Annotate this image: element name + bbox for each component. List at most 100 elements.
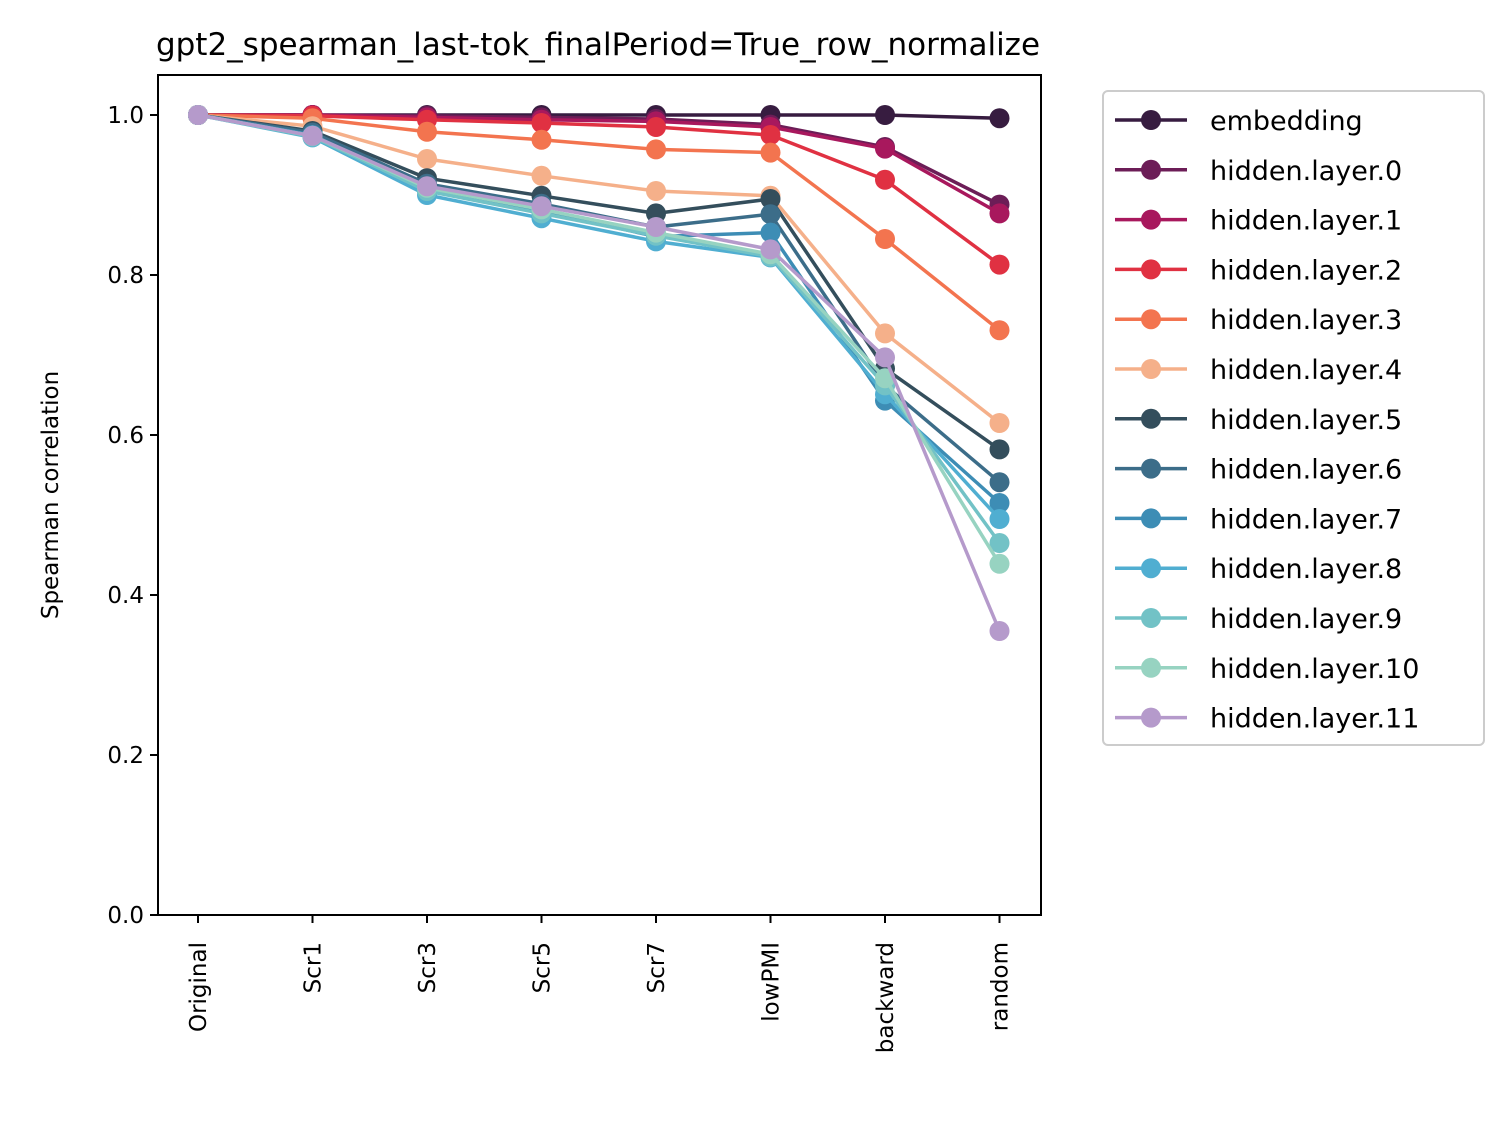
- data-point: [989, 533, 1010, 553]
- data-point: [646, 181, 666, 201]
- legend-entry: hidden.layer.2: [1115, 255, 1402, 286]
- legend-label: hidden.layer.7: [1210, 504, 1402, 535]
- legend-entry: hidden.layer.6: [1115, 455, 1402, 486]
- y-tick-label: 0.0: [107, 903, 144, 929]
- legend-entry: hidden.layer.11: [1115, 704, 1419, 735]
- legend-entry: hidden.layer.8: [1115, 554, 1402, 585]
- legend-label: hidden.layer.9: [1210, 604, 1402, 635]
- legend-marker: [1141, 508, 1161, 529]
- legend-label: hidden.layer.10: [1210, 654, 1419, 685]
- data-point: [875, 347, 895, 368]
- data-point: [989, 621, 1010, 641]
- data-point: [646, 217, 666, 237]
- x-tick-label: lowPMI: [759, 942, 785, 1022]
- series-hidden-layer-7: [188, 105, 1010, 513]
- legend-entry: hidden.layer.3: [1115, 305, 1402, 336]
- legend-entry: hidden.layer.1: [1115, 206, 1402, 237]
- legend-entry: hidden.layer.0: [1115, 156, 1402, 187]
- data-point: [875, 105, 895, 125]
- data-point: [760, 125, 781, 145]
- x-axis: Original Scr1 Scr3 Scr5 Scr7 lowPMI backward ra…: [186, 915, 1014, 1053]
- legend-marker: [1141, 707, 1161, 728]
- data-point: [531, 113, 552, 133]
- legend: embedding hidden.layer.0 hidden.layer.1 hid…: [1102, 90, 1485, 746]
- y-tick-label: 1.0: [107, 103, 144, 129]
- data-point: [531, 129, 552, 150]
- data-point: [646, 117, 666, 137]
- y-tick-label: 0.2: [107, 743, 144, 769]
- series-layer: [188, 105, 1010, 641]
- legend-marker: [1141, 309, 1161, 330]
- legend-marker: [1141, 608, 1161, 628]
- x-tick-label: Scr1: [301, 942, 327, 993]
- data-point: [989, 320, 1010, 341]
- data-point: [989, 413, 1010, 433]
- legend-marker: [1141, 159, 1161, 180]
- data-point: [989, 254, 1010, 275]
- y-tick-label: 0.6: [107, 423, 144, 449]
- legend-entry: hidden.layer.4: [1115, 355, 1402, 386]
- x-tick-label: Scr3: [415, 942, 441, 993]
- data-point: [302, 125, 323, 146]
- legend-label: hidden.layer.4: [1210, 355, 1402, 386]
- data-point: [875, 229, 895, 249]
- data-point: [989, 108, 1010, 129]
- data-point: [875, 323, 895, 344]
- x-tick-label: random: [988, 942, 1014, 1031]
- x-tick-label: backward: [873, 942, 899, 1053]
- chart-title: gpt2_spearman_last-tok_finalPeriod=True_…: [156, 27, 1040, 63]
- data-point: [989, 439, 1010, 460]
- legend-label: hidden.layer.6: [1210, 455, 1402, 486]
- data-point: [989, 203, 1010, 224]
- x-tick-label: Original: [186, 942, 212, 1032]
- data-point: [188, 105, 208, 125]
- data-point: [417, 149, 437, 169]
- data-point: [760, 239, 781, 260]
- data-point: [417, 176, 437, 197]
- legend-label: hidden.layer.11: [1210, 704, 1419, 735]
- legend-entry: embedding: [1115, 106, 1363, 137]
- legend-marker: [1141, 558, 1161, 579]
- series-hidden-layer-8: [188, 105, 1010, 529]
- legend-frame: [1102, 90, 1485, 746]
- y-axis-label: Spearman correlation: [38, 371, 64, 619]
- series-line: [197, 113, 1001, 425]
- legend-label: hidden.layer.3: [1210, 305, 1402, 336]
- data-point: [531, 165, 552, 186]
- legend-entry: hidden.layer.10: [1115, 654, 1419, 685]
- legend-marker: [1141, 259, 1161, 280]
- data-point: [417, 121, 437, 142]
- data-point: [760, 204, 781, 225]
- series-line: [197, 113, 1001, 332]
- series-hidden-layer-11: [188, 105, 1010, 641]
- legend-label: hidden.layer.5: [1210, 405, 1402, 436]
- legend-marker: [1141, 458, 1161, 479]
- series-line: [197, 113, 1001, 484]
- legend-marker: [1141, 359, 1161, 379]
- legend-label: embedding: [1210, 106, 1363, 137]
- data-point: [989, 553, 1010, 574]
- legend-entry: hidden.layer.9: [1115, 604, 1402, 635]
- legend-label: hidden.layer.2: [1210, 255, 1402, 286]
- data-point: [531, 196, 552, 217]
- legend-entry: hidden.layer.7: [1115, 504, 1402, 535]
- legend-marker: [1141, 209, 1161, 230]
- series-line: [197, 113, 1002, 632]
- legend-marker: [1141, 657, 1161, 678]
- data-point: [875, 169, 895, 190]
- data-point: [646, 139, 666, 160]
- data-point: [989, 472, 1010, 493]
- series-hidden-layer-6: [188, 105, 1010, 493]
- legend-entry: hidden.layer.5: [1115, 405, 1402, 436]
- data-point: [989, 493, 1010, 513]
- series-line: [197, 113, 1001, 267]
- legend-marker: [1141, 408, 1161, 429]
- data-point: [760, 142, 781, 163]
- legend-label: hidden.layer.0: [1210, 156, 1402, 187]
- data-point: [989, 509, 1010, 529]
- y-axis: 0.0 0.2 0.4 0.6 0.8 1.0: [107, 103, 158, 929]
- legend-marker: [1141, 110, 1161, 130]
- x-tick-label: Scr5: [530, 942, 556, 993]
- y-tick-label: 0.4: [107, 583, 144, 609]
